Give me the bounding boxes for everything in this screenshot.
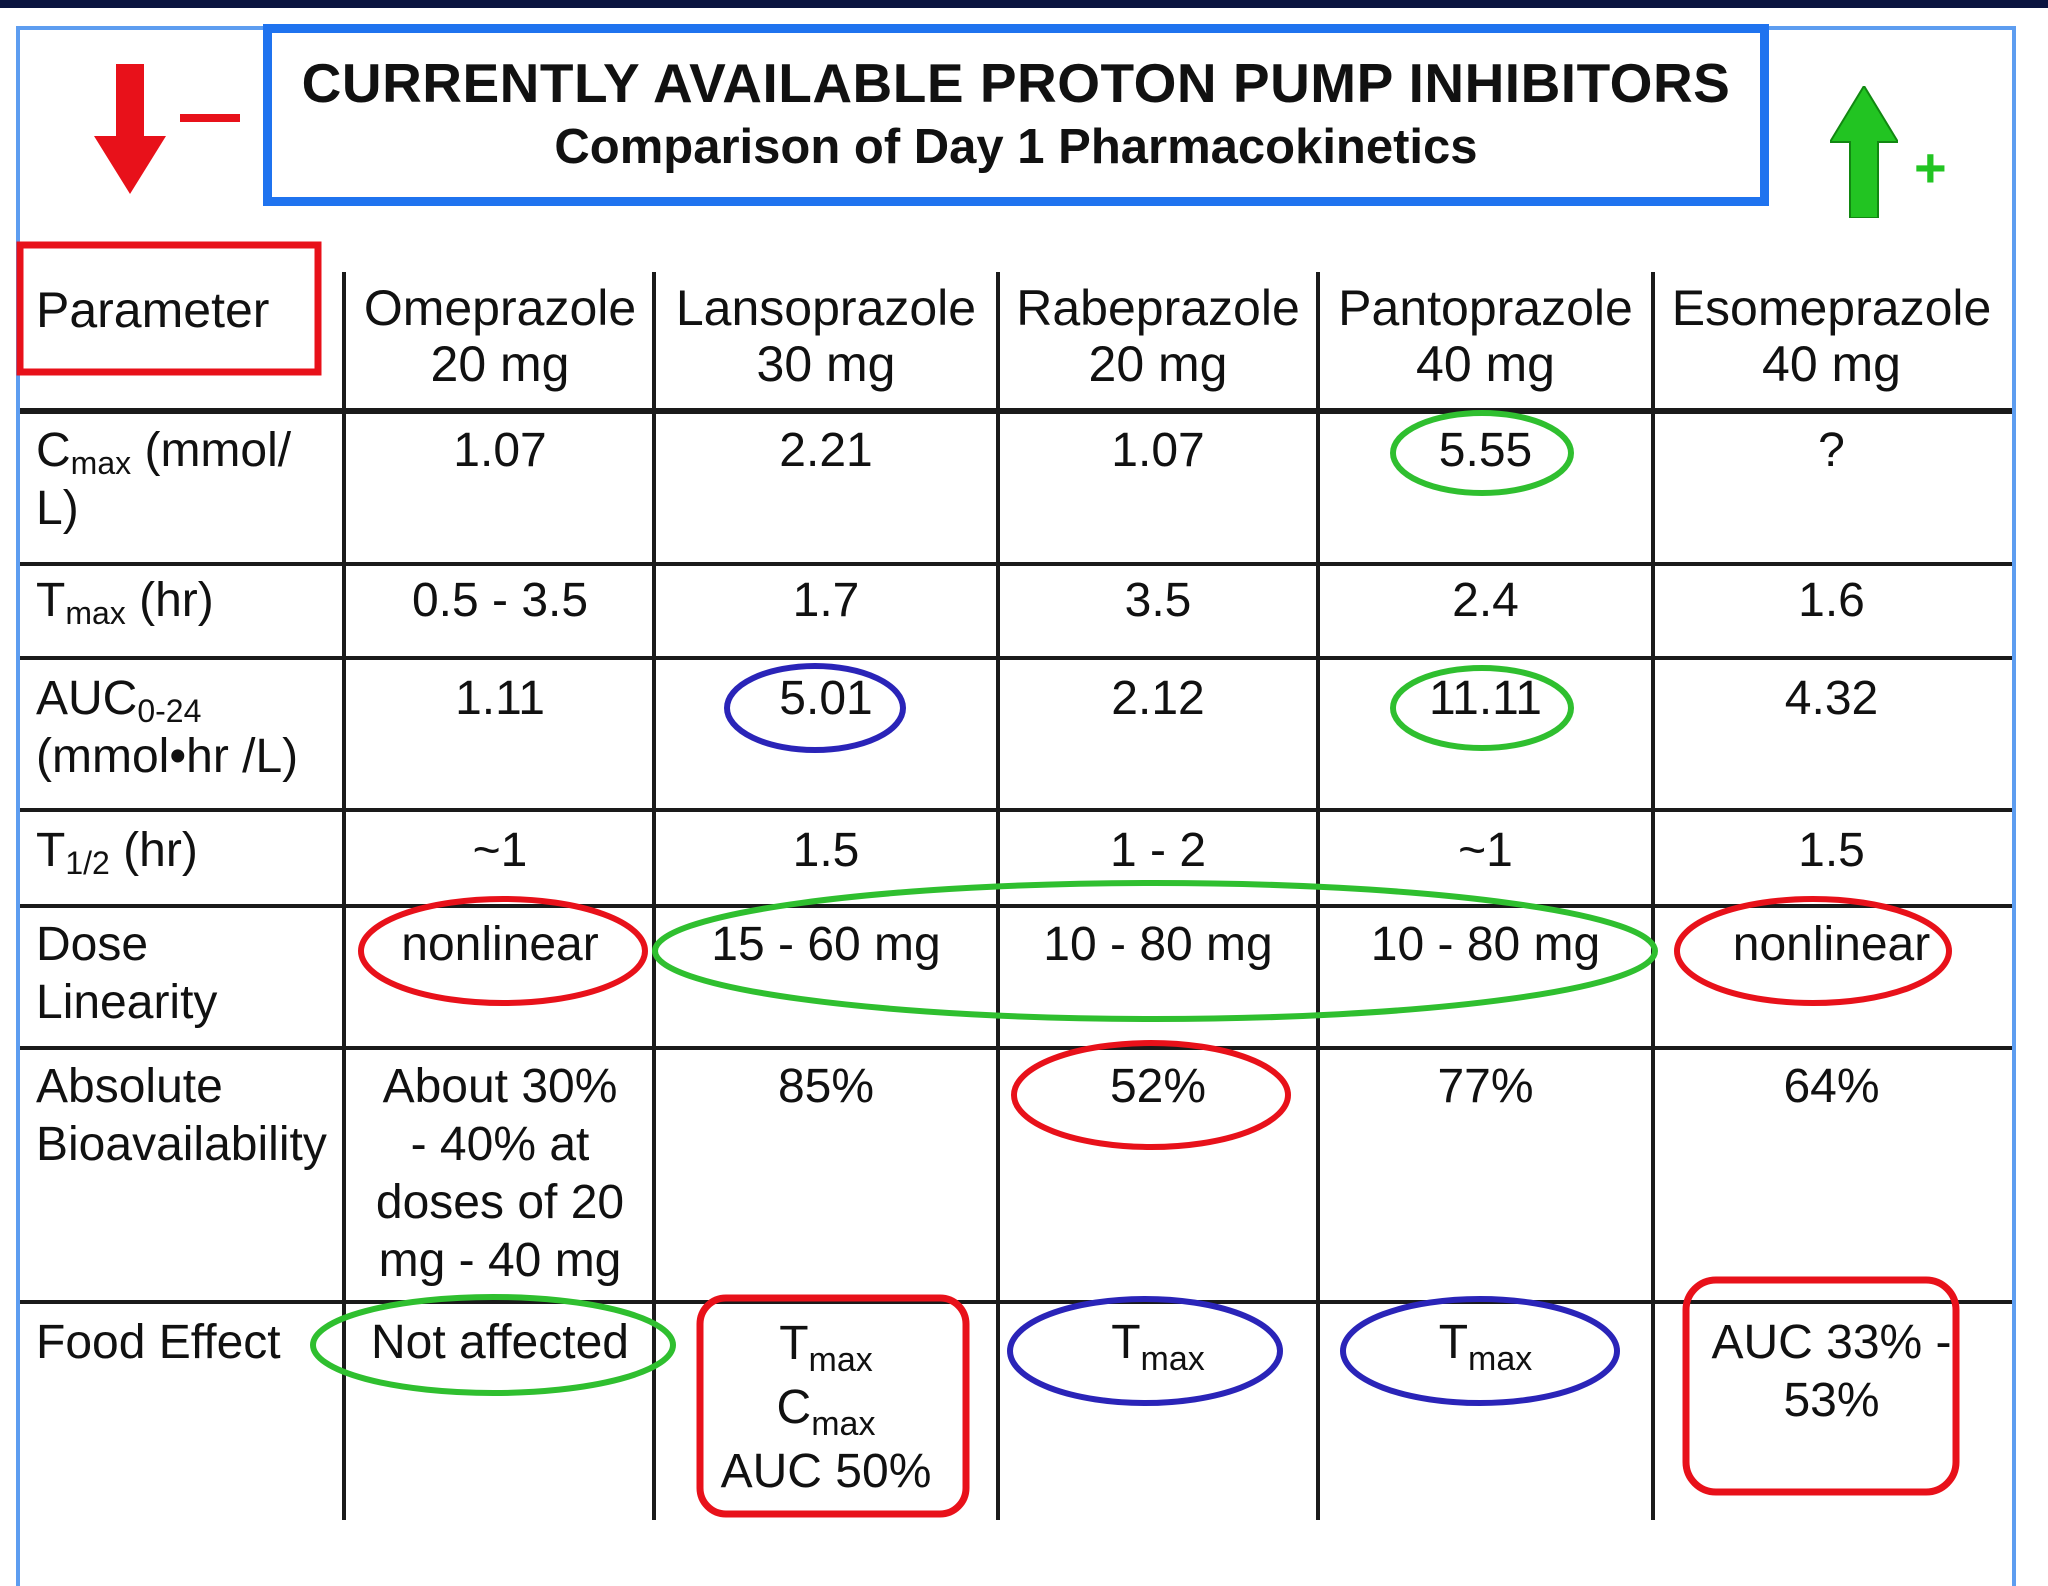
cell-value: 52% [1109, 1060, 1207, 1113]
col-divider [342, 272, 346, 1520]
drug-dose: 30 mg [756, 336, 896, 392]
page-title: CURRENTLY AVAILABLE PROTON PUMP INHIBITO… [301, 52, 1731, 114]
cell-value: Tmax [1438, 1316, 1533, 1378]
header-drug: Omeprazole 20 mg [348, 280, 652, 392]
title-box: CURRENTLY AVAILABLE PROTON PUMP INHIBITO… [263, 24, 1769, 206]
header-drug: Esomeprazole 40 mg [1655, 280, 2008, 392]
row-divider [20, 408, 2012, 414]
row-divider [20, 808, 2012, 812]
cell-value: 64% [1783, 1060, 1880, 1113]
header-parameter: Parameter [36, 282, 270, 338]
cell-value: 1.7 [792, 574, 860, 627]
cell-value: nonlinear [1732, 918, 1931, 971]
header-drug: Pantoprazole 40 mg [1320, 280, 1651, 392]
row-label-dose-linearity: Dose Linearity [36, 918, 218, 1029]
row-label-auc: AUC0-24 (mmol•hr /L) [36, 672, 299, 783]
header-drug: Rabeprazole 20 mg [1000, 280, 1316, 392]
plus-sign: + [1914, 136, 1947, 199]
cell-value: 11.11 [1429, 672, 1542, 725]
cell-value: 2.21 [779, 424, 873, 477]
drug-dose: 40 mg [1416, 336, 1555, 392]
cell-value: 10 - 80 mg [1043, 918, 1273, 971]
cell-value: Not affected [371, 1316, 629, 1369]
drug-name: Rabeprazole [1016, 280, 1300, 336]
minus-sign [180, 114, 240, 122]
top-bar [0, 0, 2048, 8]
row-divider [20, 904, 2012, 908]
cell-value: 1 - 2 [1109, 824, 1207, 877]
cell-value: 1.5 [792, 824, 860, 877]
cell-value: 3.5 [1124, 574, 1192, 627]
cell-value: ~1 [472, 824, 528, 877]
row-label-cmax: Cmax (mmol/ L) [36, 424, 292, 535]
cell-value: 2.12 [1111, 672, 1205, 725]
row-label-bioavailability: Absolute Bioavailability [36, 1060, 327, 1171]
cell-value: ~1 [1458, 824, 1513, 877]
cell-value: 1.6 [1798, 574, 1865, 627]
cell-value: 5.01 [779, 672, 873, 725]
drug-name: Pantoprazole [1338, 280, 1633, 336]
cell-value: 2.4 [1452, 574, 1519, 627]
cell-value: 1.07 [1111, 424, 1205, 477]
cell-value: 77% [1437, 1060, 1534, 1113]
cell-value: nonlinear [401, 918, 599, 971]
cell-value: 5.55 [1438, 424, 1533, 477]
up-arrow-icon [1830, 86, 1898, 218]
row-divider [20, 656, 2012, 660]
cell-value: 15 - 60 mg [711, 918, 941, 971]
row-divider [20, 562, 2012, 566]
header-drug: Lansoprazole 30 mg [656, 280, 996, 392]
cell-value: 4.32 [1784, 672, 1879, 725]
drug-dose: 20 mg [1088, 336, 1228, 392]
drug-name: Esomeprazole [1671, 280, 1992, 336]
row-label-half-life: T1/2 (hr) [36, 824, 198, 881]
drug-name: Omeprazole [363, 280, 637, 336]
down-arrow-icon [94, 64, 166, 194]
cell-value: Tmax [1111, 1316, 1205, 1378]
page-subtitle: Comparison of Day 1 Pharmacokinetics [554, 120, 1478, 174]
cell-value-multiline: AUC 33% - 53% [1711, 1316, 1952, 1427]
cell-value: 10 - 80 mg [1370, 918, 1601, 971]
row-divider [20, 1300, 2012, 1304]
cell-value: 1.07 [453, 424, 547, 477]
cell-value-multiline: About 30% - 40% at doses of 20 mg - 40 m… [375, 1060, 625, 1287]
cell-value: 1.11 [455, 672, 545, 725]
cell-value-multiline: Tmax Cmax AUC 50% [720, 1317, 932, 1498]
drug-dose: 40 mg [1762, 336, 1901, 392]
cell-value: ? [1818, 424, 1845, 477]
row-label-tmax: Tmax (hr) [36, 574, 214, 631]
cell-value: 0.5 - 3.5 [411, 574, 589, 627]
cell-value: 85% [777, 1060, 875, 1113]
drug-name: Lansoprazole [675, 280, 977, 336]
row-divider [20, 1046, 2012, 1050]
drug-dose: 20 mg [430, 336, 570, 392]
cell-value: 1.5 [1798, 824, 1865, 877]
row-label-food-effect: Food Effect [36, 1316, 281, 1369]
